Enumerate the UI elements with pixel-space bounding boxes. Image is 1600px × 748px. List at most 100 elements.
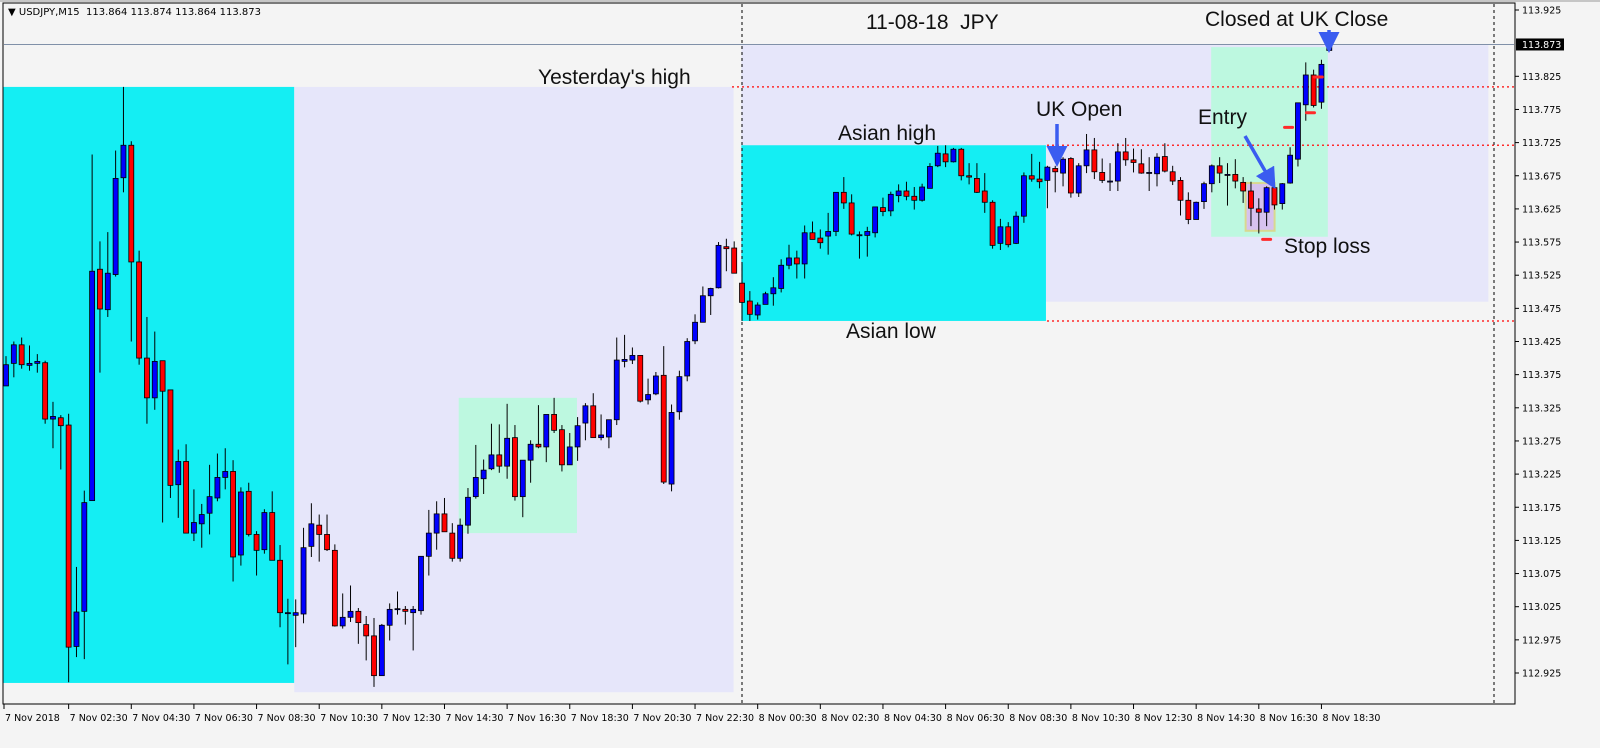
- candle: [1114, 143, 1121, 191]
- candle: [629, 347, 636, 365]
- bull-candle-body: [613, 359, 620, 421]
- candle: [316, 514, 323, 562]
- candle: [825, 212, 832, 255]
- time-tick-label: 7 Nov 18:30: [571, 713, 629, 724]
- time-tick-label: 7 Nov 10:30: [320, 713, 378, 724]
- candle: [480, 459, 487, 494]
- price-tick-label: 113.525: [1522, 271, 1561, 282]
- candle: [1318, 59, 1325, 109]
- candle: [527, 440, 534, 483]
- price-tick-label: 113.025: [1522, 602, 1561, 613]
- price-tick-label: 113.675: [1522, 171, 1561, 182]
- bull-candle-body: [1013, 215, 1019, 244]
- bull-candle-body: [997, 226, 1004, 244]
- candle: [206, 464, 213, 535]
- candle: [1021, 172, 1027, 223]
- bear-candle-body: [1036, 178, 1043, 183]
- candle: [793, 250, 800, 279]
- bull-candle-body: [668, 412, 675, 485]
- candle: [715, 242, 722, 289]
- bull-candle-body: [191, 522, 197, 534]
- bull-candle-body: [237, 491, 244, 556]
- bull-candle-body: [762, 293, 769, 305]
- candle: [1255, 198, 1262, 234]
- bull-candle-body: [198, 514, 205, 525]
- candle: [292, 599, 299, 648]
- candle: [175, 449, 182, 518]
- candle: [472, 444, 479, 499]
- bull-candle-body: [707, 288, 714, 297]
- time-tick-label: 7 Nov 2018: [5, 713, 60, 724]
- bull-candle-body: [300, 547, 307, 615]
- bull-candle-body: [34, 360, 41, 364]
- candle: [1169, 165, 1176, 186]
- bear-candle-body: [183, 461, 189, 534]
- bear-candle-body: [128, 144, 135, 263]
- bull-candle-body: [10, 344, 17, 364]
- candle: [966, 163, 972, 185]
- bear-candle-body: [1122, 151, 1129, 161]
- bull-candle-body: [386, 608, 393, 626]
- bull-candle-body: [887, 193, 894, 212]
- bear-candle-body: [981, 190, 988, 203]
- bull-candle-body: [394, 608, 401, 611]
- candle: [230, 460, 236, 582]
- bull-candle-body: [927, 166, 933, 189]
- candle: [441, 497, 448, 533]
- bear-candle-body: [1138, 163, 1145, 174]
- bear-candle-body: [1067, 158, 1074, 194]
- candle: [410, 606, 417, 651]
- candle: [786, 244, 792, 270]
- bear-candle-body: [974, 178, 980, 193]
- candle: [731, 241, 738, 274]
- bear-candle-body: [355, 610, 362, 624]
- candle: [903, 181, 910, 201]
- current-price-badge: [1516, 38, 1564, 51]
- bear-candle-body: [848, 202, 855, 235]
- bear-candle-body: [840, 191, 847, 204]
- candle: [950, 147, 957, 163]
- bull-candle-body: [801, 232, 808, 265]
- price-tick-label: 113.625: [1522, 204, 1561, 215]
- candle: [425, 509, 432, 576]
- candle: [26, 345, 33, 371]
- bear-candle-body: [1169, 171, 1176, 182]
- chart-header: ▼ USDJPY,M15 113.864 113.874 113.864 113…: [8, 7, 261, 18]
- bear-candle-body: [57, 417, 64, 427]
- bull-candle-body: [308, 523, 315, 547]
- bull-candle-body: [418, 555, 424, 612]
- bull-candle-body: [1193, 201, 1200, 220]
- bull-candle-body: [1208, 165, 1215, 185]
- candle: [660, 346, 667, 485]
- bull-candle-body: [104, 272, 111, 311]
- bull-candle-body: [699, 295, 706, 323]
- candle: [880, 197, 886, 217]
- candle: [668, 404, 675, 492]
- bull-candle-body: [856, 234, 863, 237]
- bull-candle-body: [692, 321, 698, 342]
- candle: [1193, 201, 1200, 220]
- bear-candle-body: [809, 232, 816, 240]
- triangle-down-icon[interactable]: ▼: [8, 7, 16, 18]
- time-tick-label: 7 Nov 22:30: [696, 713, 754, 724]
- candle: [840, 177, 847, 209]
- candle: [1154, 153, 1160, 187]
- candle: [457, 518, 464, 562]
- bull-candle-body: [684, 341, 691, 377]
- candle: [50, 401, 56, 449]
- bear-candle-body: [496, 454, 503, 467]
- candle: [872, 206, 879, 238]
- chart-title-annotation: 11-08-18 JPY: [866, 11, 999, 34]
- candle: [645, 378, 651, 405]
- bull-candle-body: [347, 610, 354, 618]
- candle: [1122, 137, 1129, 166]
- candle: [1201, 181, 1207, 209]
- candle: [512, 425, 518, 501]
- bear-candle-body: [903, 190, 910, 197]
- candle: [449, 523, 456, 562]
- bear-candle-body: [911, 195, 918, 201]
- bull-candle-body: [112, 178, 119, 275]
- bear-candle-body: [65, 424, 72, 648]
- bull-candle-body: [175, 461, 182, 486]
